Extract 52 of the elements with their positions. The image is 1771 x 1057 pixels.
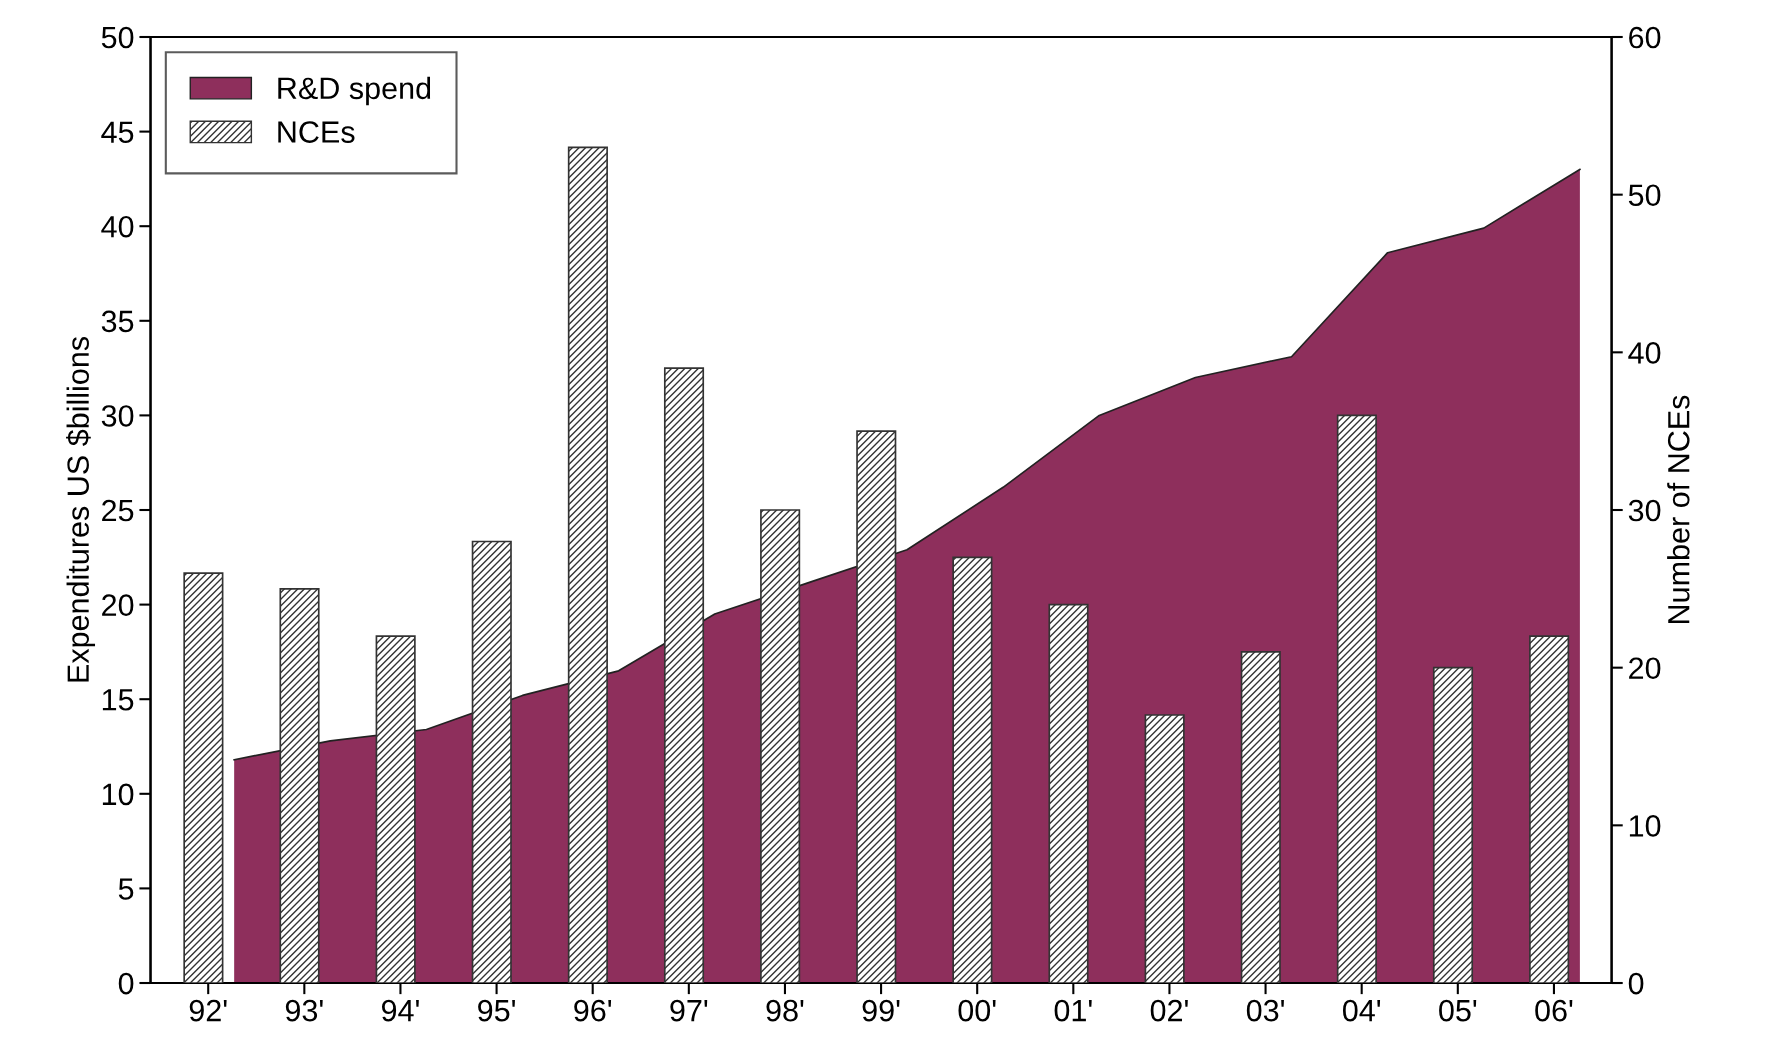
bar — [567, 146, 608, 984]
bar — [375, 635, 416, 984]
bar — [663, 367, 705, 984]
x-tick-label: 95' — [478, 999, 515, 1022]
bar — [1048, 603, 1089, 984]
bar — [279, 588, 320, 984]
y-tick-label: 0 — [118, 972, 134, 995]
y2-tick-label: 60 — [1629, 26, 1661, 49]
y2-axis-title: Number of NCEs — [1667, 395, 1690, 623]
x-tick-label: 03' — [1246, 999, 1284, 1022]
y2-tick-label: 40 — [1628, 342, 1661, 364]
y-tick-label: 15 — [102, 689, 134, 711]
y-tick-label: 35 — [101, 310, 134, 333]
y-tick-label: 50 — [101, 26, 134, 49]
x-tick-label: 93' — [285, 999, 323, 1022]
x-tick-label: 04' — [1342, 999, 1381, 1022]
bar — [1240, 651, 1281, 984]
x-tick-label: 00' — [958, 999, 996, 1022]
x-tick-label: 94' — [381, 999, 419, 1022]
y2-tick-label: 0 — [1628, 972, 1644, 995]
bar — [952, 556, 993, 984]
y-tick-label: 5 — [118, 878, 134, 900]
y-tick-label: 45 — [101, 121, 134, 143]
bar — [1144, 714, 1185, 984]
y2-tick-label: 30 — [1628, 499, 1661, 522]
bar — [856, 430, 897, 984]
x-tick-label: 01' — [1054, 999, 1092, 1022]
y-tick-label: 25 — [102, 499, 134, 522]
x-tick-label: 05' — [1439, 999, 1477, 1022]
y-tick-label: 10 — [102, 783, 134, 806]
bar — [1432, 666, 1474, 984]
y-tick-label: 40 — [101, 215, 134, 238]
bar — [1529, 635, 1570, 984]
y2-tick-label: 50 — [1628, 184, 1661, 207]
bar — [471, 540, 512, 984]
y-tick-label: 30 — [101, 405, 134, 427]
y-axis-title: Expenditures US $billions — [66, 337, 96, 682]
legend-label: NCEs — [278, 121, 355, 143]
x-tick-label: 98' — [766, 999, 804, 1022]
x-tick-label: 97' — [670, 999, 708, 1022]
x-tick-label: 92' — [189, 999, 227, 1022]
y-tick-label: 20 — [102, 594, 134, 616]
bar — [1336, 414, 1377, 984]
x-tick-label: 06' — [1535, 999, 1573, 1022]
x-tick-label: 99' — [862, 999, 900, 1022]
x-tick-label: 96' — [574, 999, 612, 1022]
y2-tick-label: 20 — [1629, 657, 1661, 680]
legend-label: R&D spend — [278, 76, 431, 106]
bar — [760, 509, 801, 984]
bar — [183, 572, 224, 984]
x-tick-label: 02' — [1150, 999, 1188, 1022]
y2-tick-label: 10 — [1629, 815, 1661, 837]
